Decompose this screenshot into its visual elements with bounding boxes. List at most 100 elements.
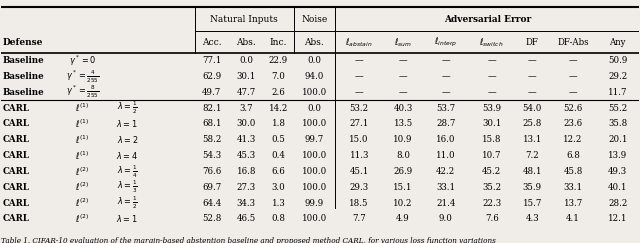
Text: 54.0: 54.0 xyxy=(523,104,542,113)
Text: —: — xyxy=(569,88,577,97)
Text: 6.6: 6.6 xyxy=(271,167,285,176)
Text: 1.8: 1.8 xyxy=(271,119,285,129)
Text: 54.3: 54.3 xyxy=(202,151,221,160)
Text: Acc.: Acc. xyxy=(202,38,221,47)
Text: 15.8: 15.8 xyxy=(482,135,501,144)
Text: 52.6: 52.6 xyxy=(563,104,582,113)
Text: 100.0: 100.0 xyxy=(302,88,327,97)
Text: Inc.: Inc. xyxy=(269,38,287,47)
Text: 76.6: 76.6 xyxy=(202,167,221,176)
Text: 100.0: 100.0 xyxy=(302,167,327,176)
Text: 33.1: 33.1 xyxy=(436,183,455,192)
Text: 45.1: 45.1 xyxy=(349,167,369,176)
Text: 9.0: 9.0 xyxy=(439,214,452,223)
Text: 42.2: 42.2 xyxy=(436,167,455,176)
Text: $\ell_{\mathit{interp}}$: $\ell_{\mathit{interp}}$ xyxy=(434,36,458,49)
Text: 77.1: 77.1 xyxy=(202,56,221,65)
Text: 3.7: 3.7 xyxy=(239,104,253,113)
Text: 18.5: 18.5 xyxy=(349,199,369,208)
Text: 0.0: 0.0 xyxy=(307,104,321,113)
Text: —: — xyxy=(399,88,407,97)
Text: $\lambda = 1$: $\lambda = 1$ xyxy=(116,213,138,224)
Text: 22.3: 22.3 xyxy=(482,199,501,208)
Text: 13.1: 13.1 xyxy=(523,135,542,144)
Text: 50.9: 50.9 xyxy=(608,56,627,65)
Text: 7.2: 7.2 xyxy=(525,151,540,160)
Text: Natural Inputs: Natural Inputs xyxy=(211,15,278,24)
Text: 30.0: 30.0 xyxy=(236,119,256,129)
Text: Abs.: Abs. xyxy=(236,38,256,47)
Text: 35.9: 35.9 xyxy=(523,183,542,192)
Text: 41.3: 41.3 xyxy=(237,135,256,144)
Text: 0.8: 0.8 xyxy=(271,214,285,223)
Text: $\lambda = 2$: $\lambda = 2$ xyxy=(116,134,138,145)
Text: $\ell^{(2)}$: $\ell^{(2)}$ xyxy=(76,213,90,225)
Text: 33.1: 33.1 xyxy=(563,183,582,192)
Text: 30.1: 30.1 xyxy=(236,72,256,81)
Text: $\lambda = \frac{1}{2}$: $\lambda = \frac{1}{2}$ xyxy=(117,100,138,116)
Text: 8.0: 8.0 xyxy=(396,151,410,160)
Text: DF: DF xyxy=(526,38,539,47)
Text: 0.0: 0.0 xyxy=(239,56,253,65)
Text: —: — xyxy=(569,72,577,81)
Text: $\ell^{(2)}$: $\ell^{(2)}$ xyxy=(76,197,90,209)
Text: 13.7: 13.7 xyxy=(563,199,582,208)
Text: —: — xyxy=(399,72,407,81)
Text: 34.3: 34.3 xyxy=(237,199,255,208)
Text: $\lambda = \frac{1}{4}$: $\lambda = \frac{1}{4}$ xyxy=(117,163,138,180)
Text: $\lambda = 1$: $\lambda = 1$ xyxy=(116,118,138,130)
Text: 27.3: 27.3 xyxy=(237,183,256,192)
Text: 62.9: 62.9 xyxy=(202,72,221,81)
Text: 11.3: 11.3 xyxy=(349,151,369,160)
Text: 82.1: 82.1 xyxy=(202,104,221,113)
Text: 11.7: 11.7 xyxy=(608,88,627,97)
Text: 49.3: 49.3 xyxy=(608,167,627,176)
Text: CARL: CARL xyxy=(3,183,29,192)
Text: —: — xyxy=(442,56,450,65)
Text: 4.3: 4.3 xyxy=(525,214,539,223)
Text: $\gamma^* = \frac{8}{255}$: $\gamma^* = \frac{8}{255}$ xyxy=(66,84,99,100)
Text: 0.5: 0.5 xyxy=(271,135,285,144)
Text: 13.5: 13.5 xyxy=(394,119,413,129)
Text: $\ell^{(1)}$: $\ell^{(1)}$ xyxy=(76,134,90,146)
Text: 0.4: 0.4 xyxy=(271,151,285,160)
Text: 99.7: 99.7 xyxy=(305,135,324,144)
Text: —: — xyxy=(528,56,537,65)
Text: 100.0: 100.0 xyxy=(302,214,327,223)
Text: $\ell_{\mathit{abstain}}$: $\ell_{\mathit{abstain}}$ xyxy=(346,36,373,49)
Text: 12.1: 12.1 xyxy=(608,214,627,223)
Text: $\ell^{(1)}$: $\ell^{(1)}$ xyxy=(76,102,90,114)
Text: 7.0: 7.0 xyxy=(271,72,285,81)
Text: —: — xyxy=(487,56,496,65)
Text: Any: Any xyxy=(609,38,626,47)
Text: $\lambda = \frac{1}{2}$: $\lambda = \frac{1}{2}$ xyxy=(117,195,138,211)
Text: 53.2: 53.2 xyxy=(349,104,369,113)
Text: 7.7: 7.7 xyxy=(352,214,366,223)
Text: —: — xyxy=(355,72,364,81)
Text: 26.9: 26.9 xyxy=(394,167,413,176)
Text: 20.1: 20.1 xyxy=(608,135,627,144)
Text: Adversarial Error: Adversarial Error xyxy=(444,15,531,24)
Text: 16.0: 16.0 xyxy=(436,135,456,144)
Text: —: — xyxy=(487,88,496,97)
Text: $\lambda = 4$: $\lambda = 4$ xyxy=(116,150,138,161)
Text: CARL: CARL xyxy=(3,214,29,223)
Text: 100.0: 100.0 xyxy=(302,151,327,160)
Text: CARL: CARL xyxy=(3,151,29,160)
Text: —: — xyxy=(355,88,364,97)
Text: CARL: CARL xyxy=(3,119,29,129)
Text: 40.3: 40.3 xyxy=(394,104,413,113)
Text: 10.9: 10.9 xyxy=(393,135,413,144)
Text: —: — xyxy=(528,88,537,97)
Text: 16.8: 16.8 xyxy=(236,167,256,176)
Text: 15.0: 15.0 xyxy=(349,135,369,144)
Text: 29.3: 29.3 xyxy=(349,183,369,192)
Text: $\ell^{(1)}$: $\ell^{(1)}$ xyxy=(76,149,90,162)
Text: 64.4: 64.4 xyxy=(202,199,221,208)
Text: 3.0: 3.0 xyxy=(271,183,285,192)
Text: $\lambda = \frac{1}{3}$: $\lambda = \frac{1}{3}$ xyxy=(117,179,138,195)
Text: Baseline: Baseline xyxy=(3,88,44,97)
Text: 10.2: 10.2 xyxy=(393,199,413,208)
Text: 46.5: 46.5 xyxy=(237,214,256,223)
Text: 40.1: 40.1 xyxy=(608,183,627,192)
